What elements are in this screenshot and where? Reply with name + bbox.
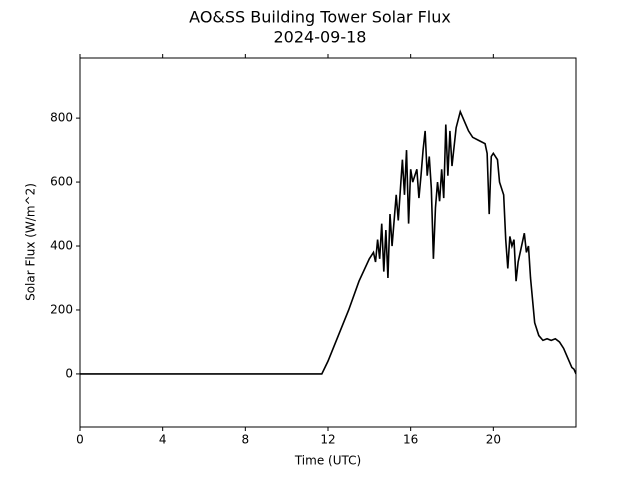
x-tick-label: 12 (320, 433, 335, 447)
x-tick-label: 16 (403, 433, 418, 447)
x-axis-label: Time (UTC) (294, 454, 361, 468)
y-tick-label: 0 (65, 366, 73, 380)
data-line (80, 109, 576, 375)
y-tick-label: 600 (50, 175, 73, 189)
plot-frame (79, 57, 577, 428)
x-tick-label: 4 (159, 433, 167, 447)
chart-title: AO&SS Building Tower Solar Flux (189, 8, 451, 27)
x-tick-label: 0 (76, 433, 84, 447)
x-tick-label: 8 (242, 433, 250, 447)
y-tick-label: 800 (50, 111, 73, 125)
x-tick-label: 20 (486, 433, 501, 447)
chart-subtitle: 2024-09-18 (274, 28, 367, 47)
y-tick-label: 200 (50, 302, 73, 316)
y-tick-label: 400 (50, 239, 73, 253)
y-axis-label: Solar Flux (W/m^2) (24, 183, 38, 301)
